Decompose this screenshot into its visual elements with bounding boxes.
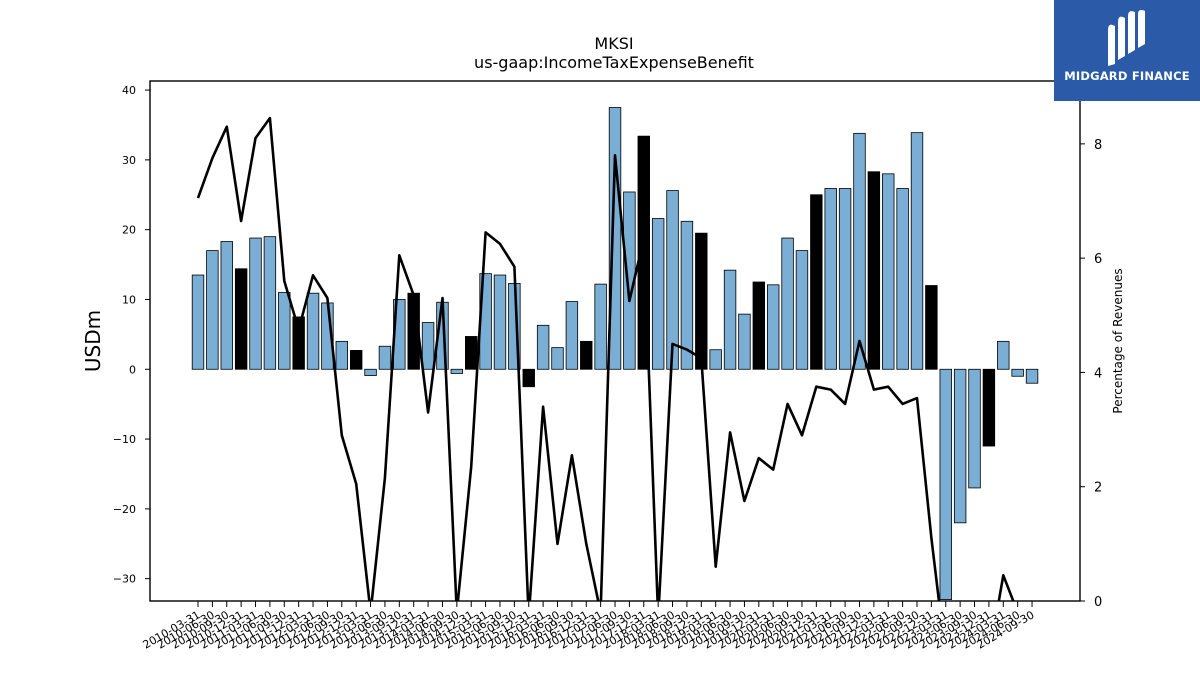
bar [723,269,737,370]
bar [522,368,535,388]
plot-area: −30−20−10010203040024682010-03-312010-06… [113,80,1102,652]
bar [551,347,564,370]
plot-marks [191,107,1039,601]
bar [594,283,607,370]
y-tick-label: −30 [113,573,136,586]
logo-text: MIDGARD FINANCE [1064,69,1190,83]
revenue-percentage-line [196,116,1015,601]
bar [651,218,665,370]
bar [450,368,464,374]
chart-subtitle: us-gaap:IncomeTaxExpenseBenefit [474,53,754,72]
brand-logo: MIDGARD FINANCE [1054,0,1200,101]
y-tick-label: −20 [113,503,136,516]
bar [781,237,794,370]
bar [493,274,507,370]
y-tick-label: 30 [122,154,136,167]
bar [925,285,938,370]
bar [709,349,722,370]
y-tick-label: 40 [122,84,136,97]
bar [565,301,579,370]
y2-tick-label: 2 [1094,481,1102,496]
bar [335,340,349,370]
y-tick-label: 10 [122,293,136,306]
bar [882,173,895,370]
bar [206,250,219,370]
bar [292,316,305,370]
bar [867,171,881,370]
bar [249,237,262,370]
bar [278,292,291,370]
bar [234,268,248,370]
bar [1025,368,1039,384]
y2-tick-label: 8 [1094,138,1102,153]
y2-tick-label: 4 [1094,366,1102,381]
bar [306,292,320,370]
bar [752,281,766,370]
y-tick-label: 0 [129,363,136,376]
bar [953,368,967,524]
y-tick-label: 20 [122,224,136,237]
bar [738,313,751,370]
bar [421,322,435,370]
bar [982,368,996,447]
bar [795,250,809,370]
bar [378,345,392,370]
y2-tick-label: 0 [1094,595,1102,610]
bar [263,236,277,370]
bar [824,188,837,370]
bar [680,220,694,370]
y-axis-label: USDm [81,310,105,372]
bar [220,241,233,370]
bar [536,324,550,370]
midgard-logo-icon [1108,10,1145,67]
bar [910,132,924,370]
y2-tick-label: 6 [1094,252,1102,267]
chart-title: MKSI [594,34,633,53]
bar [364,368,377,376]
y2-axis-label: Percentage of Revenues [1111,268,1125,413]
bar [853,132,866,370]
y-tick-label: −10 [113,433,136,446]
bar [608,107,622,370]
bar [939,368,952,601]
bar [767,284,780,370]
bar [810,194,823,370]
bar [896,188,909,370]
bar [997,340,1010,370]
bar [1011,368,1024,377]
bar [191,274,205,370]
bar [838,188,852,370]
bar [968,368,981,489]
bar [465,336,478,370]
bar [666,190,679,370]
bar [695,232,708,370]
bar [349,350,363,370]
bar [580,340,593,370]
